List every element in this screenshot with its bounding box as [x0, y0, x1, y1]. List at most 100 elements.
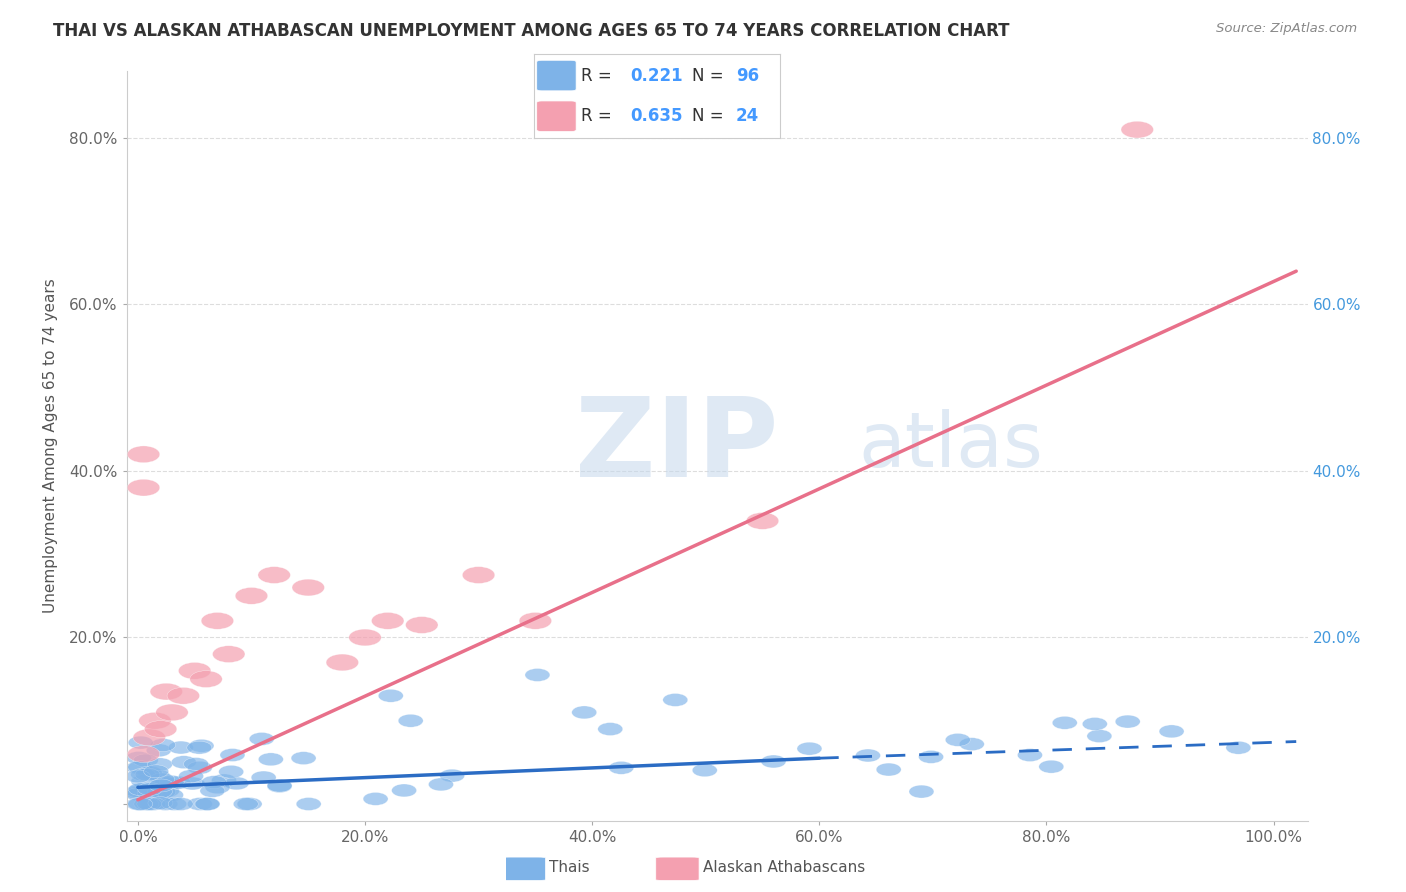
Text: atlas: atlas	[859, 409, 1043, 483]
Text: Source: ZipAtlas.com: Source: ZipAtlas.com	[1216, 22, 1357, 36]
Ellipse shape	[139, 713, 172, 729]
Ellipse shape	[150, 739, 176, 751]
Ellipse shape	[233, 797, 259, 811]
Ellipse shape	[125, 788, 150, 801]
Ellipse shape	[159, 775, 184, 789]
Ellipse shape	[125, 770, 150, 783]
Ellipse shape	[141, 797, 166, 811]
Ellipse shape	[169, 741, 194, 754]
Ellipse shape	[609, 762, 634, 774]
Ellipse shape	[1018, 748, 1042, 762]
Ellipse shape	[127, 761, 150, 774]
Ellipse shape	[128, 479, 160, 496]
Ellipse shape	[138, 782, 163, 796]
Ellipse shape	[211, 774, 236, 787]
Text: 0.635: 0.635	[630, 107, 683, 125]
Ellipse shape	[224, 777, 249, 789]
Ellipse shape	[138, 766, 162, 779]
Ellipse shape	[463, 566, 495, 583]
Ellipse shape	[159, 789, 183, 802]
Ellipse shape	[128, 783, 153, 796]
Ellipse shape	[371, 613, 404, 629]
Ellipse shape	[1087, 730, 1112, 742]
Ellipse shape	[135, 790, 160, 803]
FancyBboxPatch shape	[537, 61, 576, 91]
Ellipse shape	[662, 693, 688, 706]
Ellipse shape	[378, 690, 404, 702]
Ellipse shape	[195, 797, 219, 811]
Ellipse shape	[146, 744, 172, 756]
Ellipse shape	[876, 763, 901, 776]
Ellipse shape	[692, 764, 717, 777]
Text: N =: N =	[692, 67, 728, 85]
Ellipse shape	[219, 748, 245, 762]
Ellipse shape	[252, 771, 276, 784]
Ellipse shape	[187, 797, 212, 811]
Ellipse shape	[134, 754, 159, 767]
Ellipse shape	[855, 749, 880, 762]
Ellipse shape	[150, 683, 183, 700]
Text: 96: 96	[737, 67, 759, 85]
Ellipse shape	[187, 761, 212, 774]
Ellipse shape	[572, 706, 596, 719]
Ellipse shape	[212, 646, 245, 663]
Ellipse shape	[267, 780, 292, 792]
Ellipse shape	[392, 784, 416, 797]
FancyBboxPatch shape	[655, 857, 699, 880]
Ellipse shape	[155, 777, 179, 790]
Ellipse shape	[267, 780, 292, 793]
Ellipse shape	[1039, 760, 1064, 773]
Ellipse shape	[136, 797, 162, 811]
Ellipse shape	[797, 742, 823, 756]
Ellipse shape	[131, 768, 156, 781]
Ellipse shape	[1121, 121, 1153, 138]
Ellipse shape	[155, 784, 180, 797]
Ellipse shape	[292, 579, 325, 596]
Ellipse shape	[135, 768, 160, 781]
Ellipse shape	[959, 738, 984, 750]
Ellipse shape	[598, 723, 623, 736]
Text: THAI VS ALASKAN ATHABASCAN UNEMPLOYMENT AMONG AGES 65 TO 74 YEARS CORRELATION CH: THAI VS ALASKAN ATHABASCAN UNEMPLOYMENT …	[53, 22, 1010, 40]
Text: Alaskan Athabascans: Alaskan Athabascans	[703, 861, 865, 875]
Ellipse shape	[148, 785, 173, 798]
Ellipse shape	[166, 776, 191, 789]
Ellipse shape	[172, 756, 197, 769]
Ellipse shape	[131, 775, 156, 788]
Ellipse shape	[235, 588, 267, 604]
Text: N =: N =	[692, 107, 728, 125]
Ellipse shape	[134, 797, 159, 811]
Ellipse shape	[179, 663, 211, 679]
Ellipse shape	[205, 780, 231, 794]
Ellipse shape	[128, 797, 153, 811]
Ellipse shape	[184, 757, 208, 771]
Ellipse shape	[440, 769, 464, 782]
Ellipse shape	[524, 668, 550, 681]
Text: Thais: Thais	[550, 861, 591, 875]
Ellipse shape	[200, 784, 225, 797]
Ellipse shape	[188, 739, 214, 752]
Ellipse shape	[128, 746, 160, 763]
Ellipse shape	[1115, 715, 1140, 728]
Ellipse shape	[145, 770, 170, 782]
Ellipse shape	[291, 752, 316, 764]
Text: R =: R =	[581, 67, 617, 85]
Ellipse shape	[1083, 717, 1108, 731]
Ellipse shape	[128, 446, 160, 463]
Ellipse shape	[349, 629, 381, 646]
Ellipse shape	[149, 779, 174, 792]
Ellipse shape	[519, 613, 551, 629]
Ellipse shape	[761, 755, 786, 768]
Ellipse shape	[156, 704, 188, 721]
Ellipse shape	[747, 513, 779, 529]
Ellipse shape	[259, 753, 284, 765]
Ellipse shape	[169, 797, 193, 811]
Ellipse shape	[125, 785, 150, 797]
Ellipse shape	[398, 714, 423, 727]
Ellipse shape	[145, 721, 177, 738]
Text: 24: 24	[737, 107, 759, 125]
Ellipse shape	[238, 797, 262, 811]
Ellipse shape	[148, 797, 173, 810]
Ellipse shape	[297, 797, 321, 811]
Ellipse shape	[127, 751, 152, 764]
Text: R =: R =	[581, 107, 617, 125]
